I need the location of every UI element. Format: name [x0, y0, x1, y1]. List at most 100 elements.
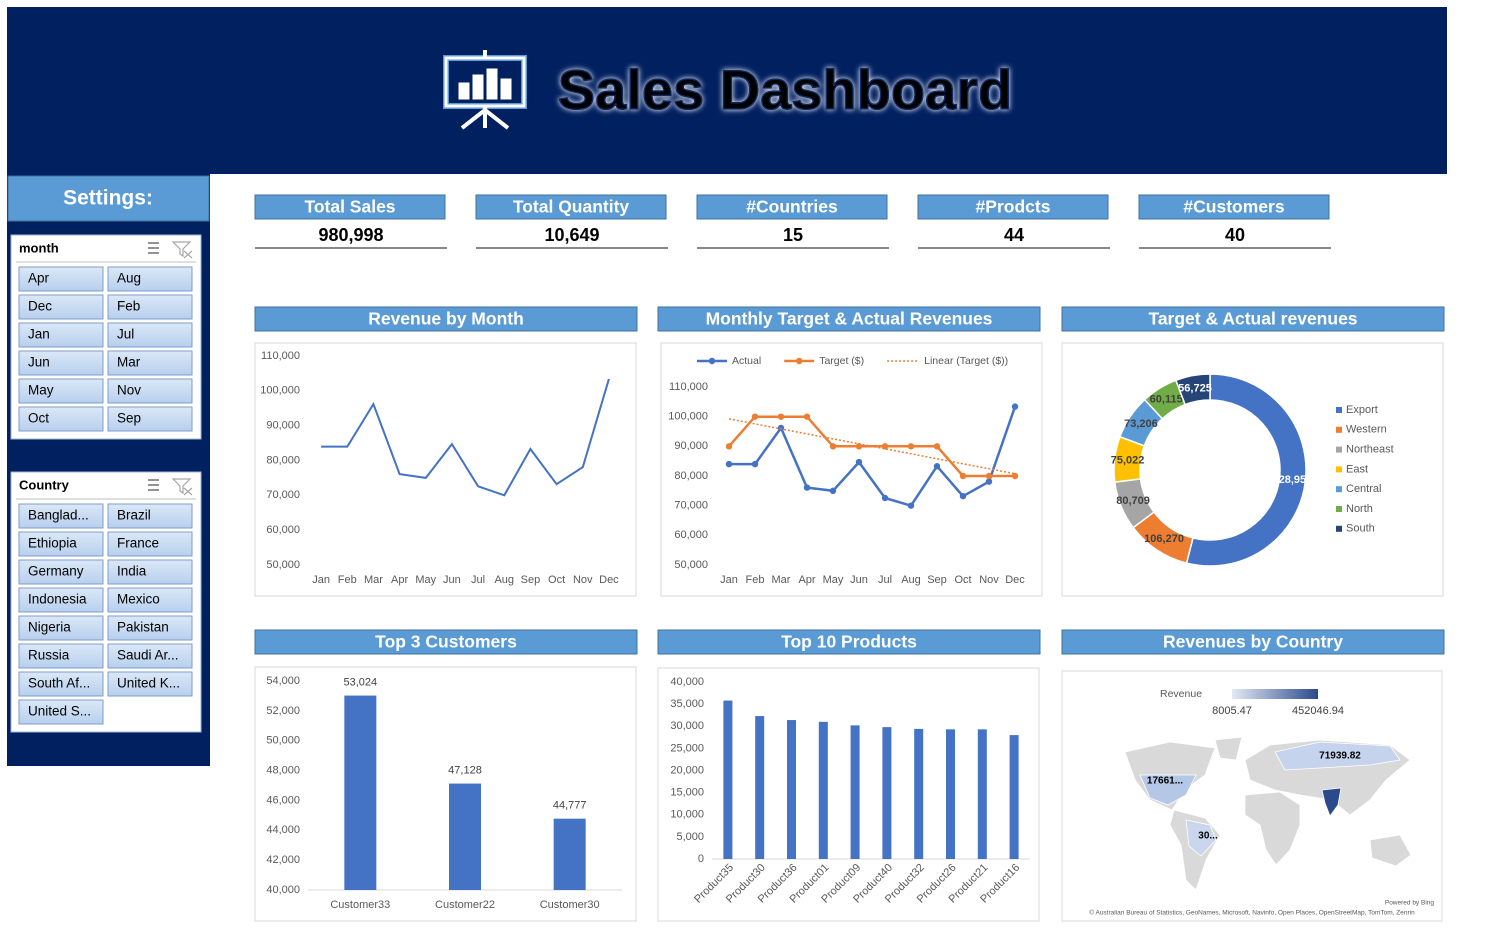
- slicer-item[interactable]: [18, 406, 104, 432]
- legend-marker: [795, 357, 803, 365]
- map-credit: Powered by Bing: [1385, 900, 1435, 907]
- bar: [946, 729, 955, 859]
- bar: [755, 716, 765, 859]
- data-point: [855, 443, 863, 450]
- slicer-item[interactable]: [107, 294, 193, 320]
- x-tick-label: Dec: [599, 574, 619, 586]
- y-tick-label: 60,000: [674, 529, 708, 541]
- slicer-item[interactable]: [107, 406, 193, 432]
- slicer-item[interactable]: [18, 559, 104, 585]
- slicer-item-label: Sep: [117, 411, 141, 426]
- donut-slice: [1174, 373, 1211, 406]
- slicer-item[interactable]: [107, 378, 193, 404]
- slicer-item[interactable]: [18, 587, 104, 613]
- data-point: [803, 484, 811, 491]
- data-point: [907, 443, 915, 450]
- kpi-header: [1138, 194, 1330, 220]
- x-tick-label: Customer22: [435, 899, 495, 911]
- y-tick-label: 10,000: [670, 809, 704, 821]
- slicer-item-label: Nov: [117, 383, 141, 398]
- slicer-item-label: Mar: [117, 355, 141, 370]
- legend-swatch: [1336, 446, 1342, 453]
- clear-filter-icon[interactable]: [171, 241, 193, 259]
- trendline: [728, 418, 1016, 475]
- data-point: [725, 460, 733, 468]
- map-region: [1274, 741, 1401, 771]
- slicer-item[interactable]: [18, 699, 104, 725]
- bar: [787, 720, 796, 859]
- panel-title: Revenues by Country: [1163, 632, 1343, 652]
- y-tick-label: 50,000: [266, 735, 300, 747]
- data-label: 73,206: [1124, 418, 1158, 430]
- y-tick-label: 48,000: [266, 764, 300, 776]
- kpi-label: Total Sales: [304, 197, 395, 217]
- y-tick-label: 44,000: [266, 824, 300, 836]
- y-tick-label: 25,000: [670, 742, 704, 754]
- x-tick-label: Jan: [312, 574, 330, 586]
- slicer-item[interactable]: [107, 671, 193, 697]
- slicer-item-label: Feb: [117, 299, 140, 314]
- multi-select-icon[interactable]: [148, 242, 159, 254]
- map-region: [1369, 834, 1412, 867]
- slicer-item[interactable]: [18, 322, 104, 348]
- data-point: [985, 472, 993, 480]
- slicer-item-label: India: [117, 564, 147, 579]
- legend-swatch: [1336, 525, 1342, 532]
- slicer-item[interactable]: [18, 294, 104, 320]
- legend-label: Western: [1346, 424, 1387, 436]
- slicer-item[interactable]: [107, 322, 193, 348]
- settings-box: [7, 175, 210, 222]
- legend-swatch: [1336, 486, 1342, 493]
- slicer-item[interactable]: [107, 531, 193, 557]
- slicer-item[interactable]: [18, 503, 104, 529]
- slicer-item[interactable]: [107, 559, 193, 585]
- slicer-item[interactable]: [18, 266, 104, 292]
- slicer-item[interactable]: [18, 671, 104, 697]
- legend-swatch: [1336, 407, 1342, 413]
- slicer-item[interactable]: [107, 350, 193, 376]
- slicer-item-label: Germany: [28, 564, 84, 579]
- clear-filter-icon[interactable]: [171, 478, 193, 496]
- x-tick-label: Jun: [850, 574, 868, 586]
- map-legend-scale: [1232, 689, 1318, 699]
- y-tick-label: 40,000: [670, 676, 704, 688]
- bar: [723, 700, 733, 859]
- slicer-item[interactable]: [107, 503, 193, 529]
- data-point: [803, 413, 811, 420]
- panel-title-bar: [254, 306, 638, 332]
- data-point: [777, 413, 785, 420]
- presentation-icon: [443, 50, 527, 130]
- data-point: [777, 424, 785, 432]
- kpi-value: 15: [783, 225, 803, 245]
- x-tick-label: Feb: [338, 574, 357, 586]
- data-line: [729, 406, 1017, 508]
- data-point: [933, 443, 941, 450]
- kpi-value: 10,649: [544, 225, 599, 245]
- data-point: [959, 492, 967, 500]
- y-tick-label: 35,000: [670, 698, 704, 710]
- data-point: [829, 487, 837, 495]
- legend-label: South: [1346, 523, 1375, 535]
- slicer-item[interactable]: [18, 350, 104, 376]
- panel-title: Top 10 Products: [781, 632, 917, 652]
- slicer-item[interactable]: [107, 266, 193, 292]
- data-point: [907, 502, 915, 509]
- slicer-item[interactable]: [107, 615, 193, 641]
- kpi-label: #Countries: [746, 197, 838, 217]
- x-tick-label: Apr: [798, 574, 815, 586]
- slicer-item[interactable]: [107, 643, 193, 669]
- data-point: [959, 472, 967, 480]
- slicer-item[interactable]: [107, 587, 193, 613]
- map-attribution: © Australian Bureau of Statistics, GeoNa…: [1089, 909, 1415, 917]
- legend-label: Central: [1346, 483, 1381, 495]
- slicer-item[interactable]: [18, 531, 104, 557]
- y-tick-label: 20,000: [670, 764, 704, 776]
- data-label: 60,115: [1150, 393, 1183, 405]
- data-label: 53,024: [344, 676, 378, 688]
- slicer-item[interactable]: [18, 378, 104, 404]
- multi-select-icon[interactable]: [148, 479, 159, 491]
- slicer-item[interactable]: [18, 643, 104, 669]
- slicer-item[interactable]: [18, 615, 104, 641]
- panel-title-bar: [1061, 629, 1445, 655]
- data-point: [933, 463, 941, 470]
